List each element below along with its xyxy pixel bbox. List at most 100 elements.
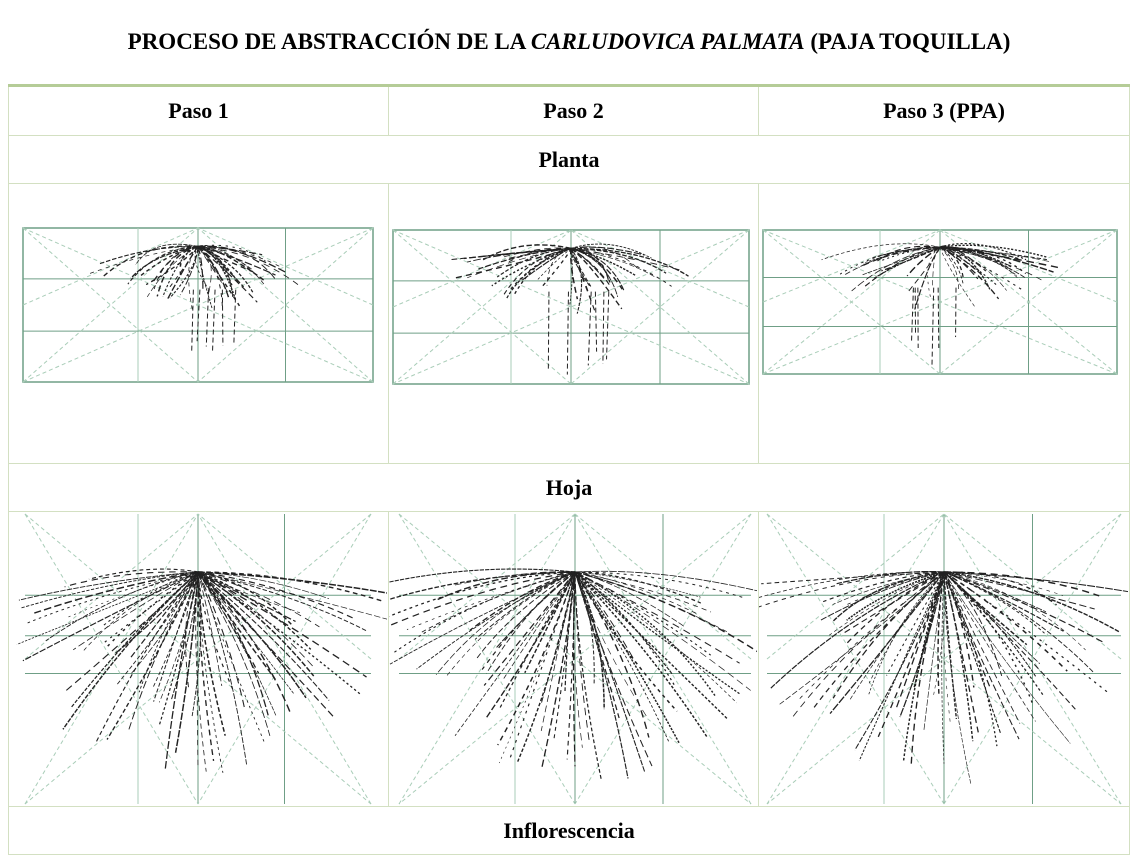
sketch-stroke	[191, 289, 194, 352]
sketch-stroke	[398, 513, 576, 805]
sketch-stroke	[832, 571, 945, 622]
sketch-stroke	[759, 571, 945, 608]
sketch-stroke	[158, 571, 199, 726]
sketch-stroke	[146, 246, 199, 298]
sketch-stroke	[474, 571, 576, 640]
sketch-stroke	[943, 571, 958, 720]
sketch-stroke	[939, 246, 1042, 281]
sketch-stroke	[188, 246, 199, 310]
sketch-stroke	[570, 248, 655, 277]
sketch-stroke	[574, 571, 751, 691]
sketch-stroke	[197, 571, 320, 628]
sketch-stroke	[939, 244, 1048, 259]
sketch-stroke	[197, 246, 213, 310]
sketch-stroke	[486, 571, 576, 674]
sketch-stroke	[943, 571, 972, 785]
sketch-stroke	[398, 513, 752, 805]
sketch-stroke	[844, 246, 941, 276]
sketch-stroke	[196, 571, 199, 769]
sketch-stroke	[939, 246, 1013, 268]
sketch-stroke	[943, 571, 1037, 677]
sketch-stroke	[191, 571, 202, 717]
sketch-stroke	[197, 513, 372, 660]
sketch-stroke	[197, 571, 271, 736]
sketch-stroke	[197, 245, 276, 276]
sketch-stroke	[574, 571, 728, 632]
sketch-stroke	[843, 571, 945, 634]
sketch-stroke	[943, 571, 1094, 673]
sketch-stroke	[911, 287, 914, 342]
sketch-stroke	[130, 571, 199, 674]
title-text: PROCESO DE ABSTRACCIÓN DE LA	[127, 29, 531, 54]
sketch-stroke	[497, 571, 576, 746]
sketch-stroke	[939, 246, 1019, 260]
sketch-stroke	[574, 571, 637, 664]
sketch-stroke	[939, 246, 1007, 291]
sketch-stroke	[846, 571, 945, 645]
sketch-stroke	[762, 229, 941, 375]
sketch-stroke	[95, 571, 199, 743]
sketch-stroke	[574, 571, 712, 613]
sketch-stroke	[779, 571, 945, 705]
sketch-stroke	[162, 245, 199, 297]
sketch-stroke	[851, 246, 941, 292]
sketch-stroke	[197, 571, 361, 695]
sketch-stroke	[22, 571, 199, 662]
sketch-stroke	[34, 571, 199, 614]
sketch-stroke	[88, 246, 199, 275]
table-title: PROCESO DE ABSTRACCIÓN DE LA CARLUDOVICA…	[8, 0, 1130, 87]
header-row: Paso 1 Paso 2 Paso 3 (PPA)	[8, 85, 1131, 136]
sketch-stroke	[574, 571, 681, 744]
sketch-stroke	[24, 513, 372, 805]
sketch-stroke	[759, 571, 945, 598]
sketch-stroke	[130, 571, 199, 658]
sketch-stroke	[943, 571, 1068, 672]
image-cell	[388, 183, 759, 464]
sketch-stroke	[197, 571, 266, 745]
sketch-stroke	[566, 291, 569, 375]
sketch-stroke	[179, 246, 199, 296]
section-row: Hoja	[7, 463, 1131, 512]
sketch-stroke	[943, 571, 1064, 632]
sketch-stroke	[421, 571, 576, 633]
sketch-stroke	[62, 571, 199, 730]
sketch-stroke	[766, 513, 1122, 805]
sketch-stroke	[197, 571, 224, 773]
sketch-stroke	[943, 571, 1057, 606]
sketch-stroke	[876, 245, 941, 262]
sketch-stroke	[602, 291, 605, 364]
sketch	[16, 513, 387, 805]
image-cell	[757, 183, 1131, 464]
sketch-stroke	[540, 571, 576, 707]
sketch-stroke	[45, 571, 199, 642]
sketch-stroke	[197, 246, 204, 293]
sketch	[392, 229, 750, 385]
sketch-stroke	[770, 571, 945, 689]
sketch-stroke	[766, 513, 945, 805]
sketch-stroke	[931, 287, 935, 367]
column-header: Paso 2	[388, 85, 759, 136]
sketch-stroke	[389, 571, 576, 665]
sketch-stroke	[849, 571, 945, 700]
sketch-stroke	[197, 513, 372, 805]
sketch-stroke	[152, 571, 199, 689]
sketch-stroke	[570, 248, 583, 314]
sketch-stroke	[943, 571, 1028, 646]
column-header: Paso 3 (PPA)	[757, 85, 1131, 136]
sketch-stroke	[197, 246, 258, 303]
sketch-stroke	[937, 287, 940, 348]
sketch-stroke	[197, 246, 241, 307]
sketch-stroke	[574, 571, 620, 719]
sketch-stroke	[454, 571, 576, 737]
section-label: Planta	[7, 135, 1131, 184]
sketch-stroke	[606, 291, 610, 360]
sketch-stroke	[435, 571, 576, 676]
sketch-stroke	[574, 571, 698, 615]
sketch-stroke	[854, 571, 945, 751]
sketch-stroke	[943, 571, 1036, 722]
sketch-stroke	[574, 571, 702, 604]
sketch-stroke	[197, 245, 239, 284]
sketch-stroke	[496, 247, 572, 278]
sketch-stroke	[166, 246, 199, 300]
